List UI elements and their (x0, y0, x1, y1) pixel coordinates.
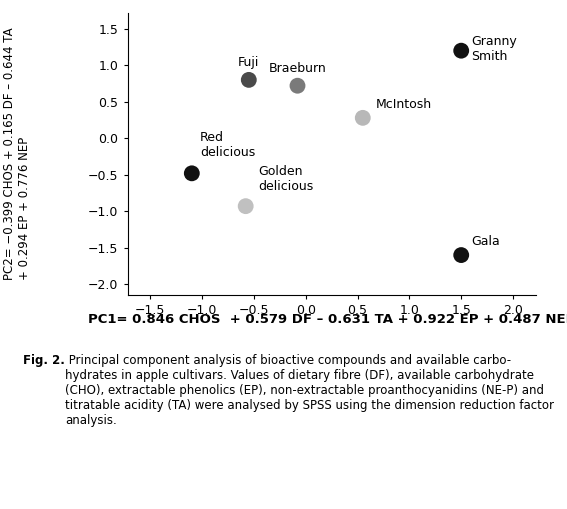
Text: Principal component analysis of bioactive compounds and available carbo-
hydrate: Principal component analysis of bioactiv… (65, 354, 554, 427)
Text: Red
delicious: Red delicious (200, 131, 255, 159)
Text: PC1= 0.846 CHOS  + 0.579 DF – 0.631 TA + 0.922 EP + 0.487 NEP: PC1= 0.846 CHOS + 0.579 DF – 0.631 TA + … (88, 313, 567, 326)
Point (293, 81, 302, 90)
Text: McIntosh: McIntosh (376, 98, 433, 110)
Point (187, 169, 196, 178)
Point (456, 251, 466, 259)
Point (241, 202, 250, 210)
Text: PC2= −0.399 CHOS + 0.165 DF – 0.644 TA
+ 0.294 EP + 0.776 NEP: PC2= −0.399 CHOS + 0.165 DF – 0.644 TA +… (3, 27, 31, 280)
Point (244, 76, 253, 84)
Text: Fig. 2.: Fig. 2. (23, 354, 65, 367)
Text: Gala: Gala (472, 235, 500, 248)
Text: Granny
Smith: Granny Smith (472, 35, 517, 63)
Point (456, 47, 466, 55)
Text: Fuji: Fuji (238, 56, 260, 69)
Text: Braeburn: Braeburn (269, 62, 327, 75)
Point (358, 114, 367, 122)
Text: Golden
delicious: Golden delicious (258, 165, 314, 193)
